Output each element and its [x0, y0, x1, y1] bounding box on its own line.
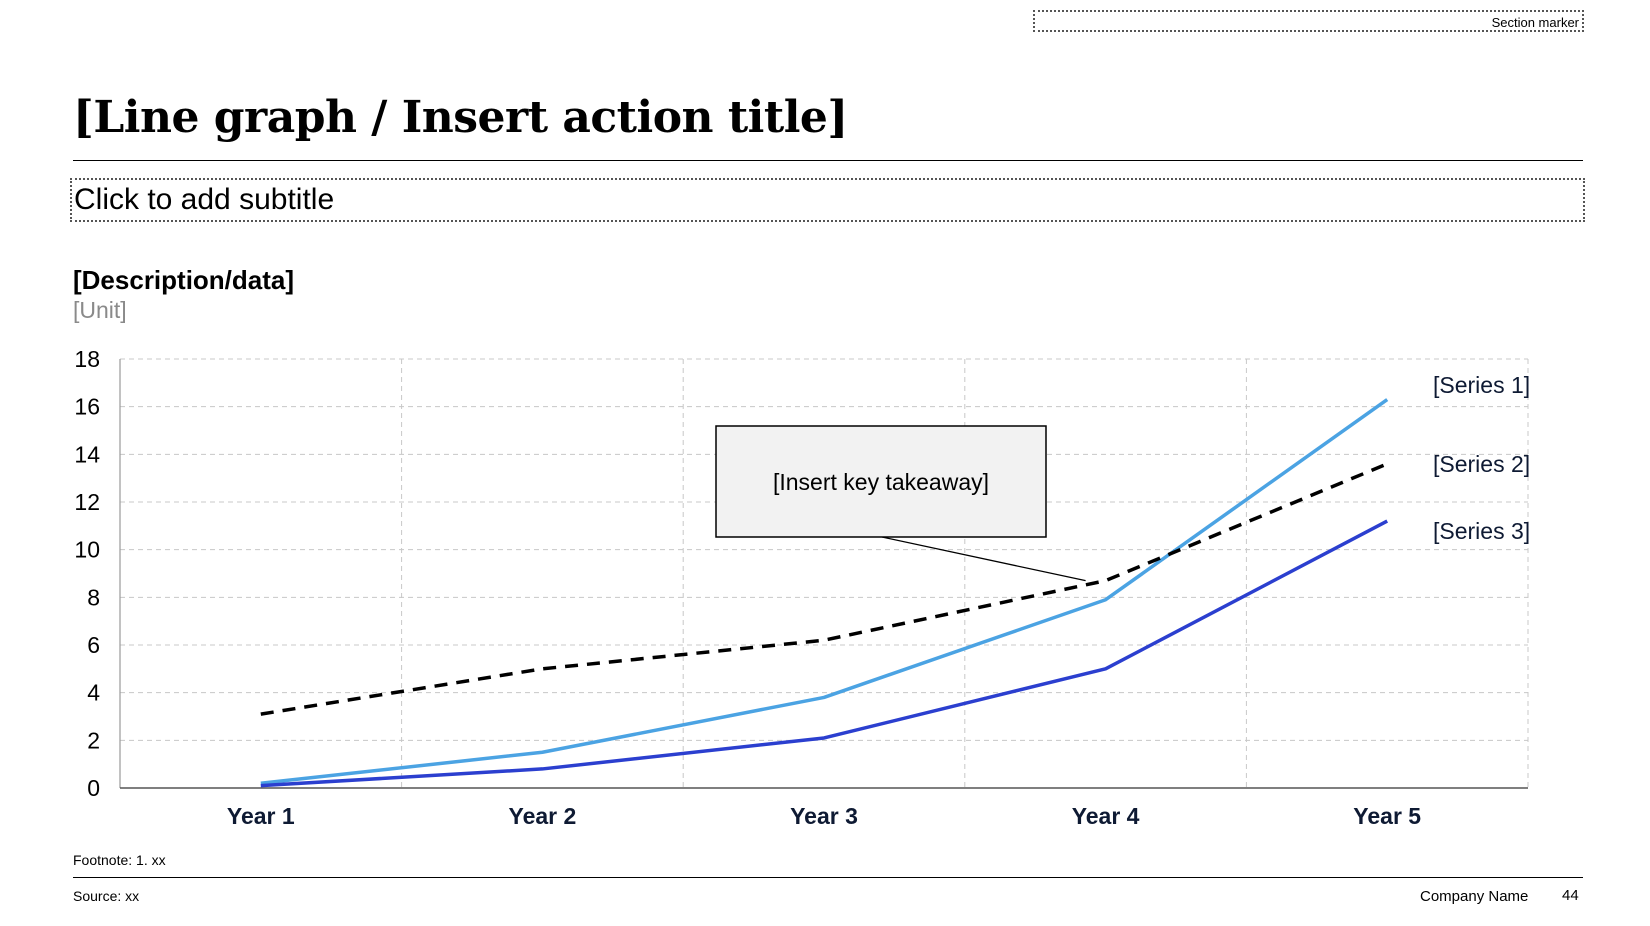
chart-axes — [119, 359, 1528, 789]
y-tick-label: 6 — [87, 632, 100, 658]
x-tick-label: Year 5 — [1353, 803, 1421, 829]
y-tick-label: 0 — [87, 775, 100, 801]
y-tick-label: 18 — [74, 346, 100, 372]
chart-grid — [120, 358, 1529, 788]
y-tick-label: 14 — [74, 441, 100, 467]
key-takeaway-callout[interactable]: [Insert key takeaway] — [715, 425, 1086, 582]
source-note: Source: xx — [73, 888, 140, 904]
series-line-3 — [260, 519, 1389, 788]
chart-series — [260, 398, 1389, 788]
series-label-1: [Series 1] — [1433, 372, 1530, 398]
chart-unit: [Unit] — [73, 297, 127, 323]
subtitle-placeholder[interactable]: Click to add subtitle — [70, 178, 1585, 222]
y-axis-ticks: 0 2 4 6 8 10 12 14 16 18 — [74, 346, 100, 801]
x-tick-label: Year 3 — [790, 803, 858, 829]
footnote: Footnote: 1. xx — [73, 852, 166, 868]
series-line-1 — [260, 398, 1389, 785]
company-name: Company Name — [1420, 888, 1529, 905]
series-label-2: [Series 2] — [1433, 451, 1530, 477]
callout-pointer — [881, 536, 1086, 582]
y-tick-label: 8 — [87, 584, 100, 610]
y-tick-label: 12 — [74, 489, 100, 515]
section-marker[interactable]: Section marker — [1033, 10, 1584, 32]
x-tick-label: Year 1 — [227, 803, 295, 829]
footer-divider — [73, 877, 1583, 878]
x-tick-label: Year 4 — [1072, 803, 1140, 829]
slide-title[interactable]: [Line graph / Insert action title] — [73, 92, 848, 143]
page-number: 44 — [1562, 887, 1579, 904]
title-divider — [73, 160, 1583, 161]
callout-box — [715, 425, 1047, 538]
series-label-3: [Series 3] — [1433, 518, 1530, 544]
y-tick-label: 2 — [87, 727, 100, 753]
chart-description: [Description/data] — [73, 265, 295, 295]
callout-text: [Insert key takeaway] — [773, 469, 989, 495]
series-line-2 — [260, 462, 1388, 716]
y-tick-label: 10 — [74, 537, 100, 563]
y-tick-label: 4 — [87, 680, 100, 706]
x-tick-label: Year 2 — [509, 803, 577, 829]
series-labels: [Series 1] [Series 2] [Series 3] — [1433, 372, 1530, 544]
y-tick-label: 16 — [74, 394, 100, 420]
x-axis-ticks: Year 1 Year 2 Year 3 Year 4 Year 5 — [227, 803, 1421, 829]
